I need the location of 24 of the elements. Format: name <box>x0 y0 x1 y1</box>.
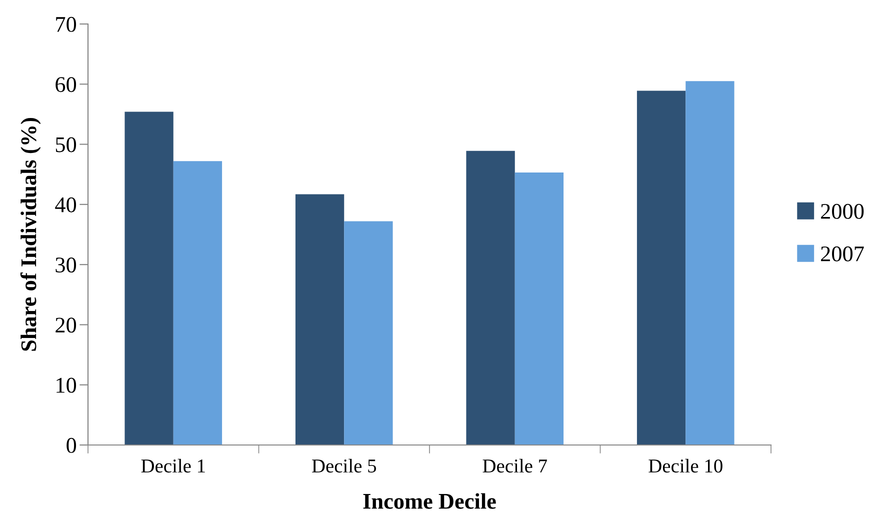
legend-label: 2007 <box>821 246 864 262</box>
x-tick-label: Decile 7 <box>482 458 547 473</box>
y-tick-label: 60 <box>56 77 76 92</box>
y-tick-label: 0 <box>66 438 76 453</box>
y-tick-label: 20 <box>56 318 76 333</box>
y-axis-title: Share of Individuals (%) <box>20 118 41 351</box>
y-tick-label: 30 <box>56 258 76 272</box>
legend-label: 2000 <box>821 204 864 219</box>
y-tick-label: 70 <box>56 16 76 32</box>
bar <box>173 161 222 445</box>
bar <box>344 221 393 445</box>
x-tick-label: Decile 1 <box>141 458 205 473</box>
bar <box>636 90 686 445</box>
y-tick-label: 10 <box>56 378 76 393</box>
y-tick-label: 40 <box>55 197 76 212</box>
bar <box>295 194 344 445</box>
y-tick-label: 50 <box>56 137 76 152</box>
bar <box>514 172 564 445</box>
x-tick-label: Decile 10 <box>648 458 722 473</box>
bar <box>124 112 174 445</box>
x-tick-label: Decile 5 <box>312 458 376 473</box>
x-axis-title: Income Decile <box>363 493 496 509</box>
bar <box>686 81 734 445</box>
bar <box>466 150 515 445</box>
